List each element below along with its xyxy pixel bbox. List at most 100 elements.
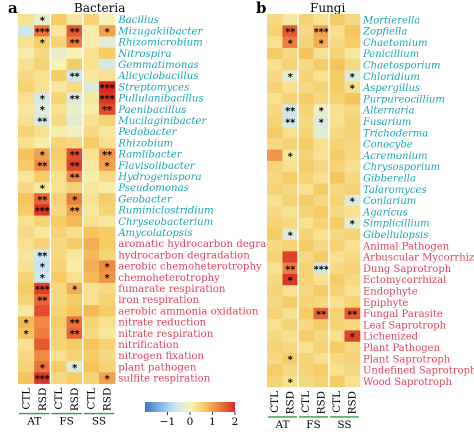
row-label: Epiphyte (363, 298, 408, 309)
row-label: Penicillium (362, 49, 419, 60)
heatmap-cell (82, 305, 100, 317)
row-label: Chrysosporium (363, 162, 440, 173)
column-label: CTL (300, 391, 312, 413)
heatmap-cell (18, 126, 35, 138)
heatmap-cell (66, 182, 84, 194)
panel-letter: a (8, 0, 18, 17)
row-label: Nitrospira (117, 49, 171, 60)
heatmap-cell (34, 58, 51, 71)
row-label: nitrification (118, 340, 179, 351)
heatmap-cell (344, 262, 361, 275)
heatmap-cell (313, 273, 330, 286)
significance-mark: ** (37, 251, 47, 262)
heatmap-cell (18, 137, 35, 149)
heatmap-cell (66, 215, 84, 228)
significance-mark: ** (37, 116, 47, 127)
row-label: Purpureocillium (362, 94, 445, 105)
heatmap-cell (313, 364, 330, 376)
heatmap-cell (99, 81, 116, 93)
group-label: SS (337, 419, 351, 431)
heatmap-cell (298, 138, 314, 150)
heatmap-cell (329, 104, 345, 116)
column-label: CTL (53, 388, 65, 410)
heatmap-cell (282, 104, 299, 116)
heatmap-cell (66, 137, 84, 149)
significance-mark: * (288, 72, 293, 83)
column-label: RSD (69, 388, 81, 412)
heatmap-cell (50, 294, 67, 306)
heatmap-cell (329, 217, 345, 229)
heatmap-cell (282, 59, 299, 71)
heatmap-cell (344, 138, 361, 150)
heatmap-cell (267, 14, 283, 26)
heatmap-cell (99, 350, 116, 362)
heatmap-cell (344, 36, 361, 49)
heatmap-cell (298, 262, 314, 275)
heatmap-cell (82, 81, 100, 93)
panel-title: Fungi (310, 1, 345, 15)
row-label: plant pathogen (118, 362, 197, 373)
heatmap-cell (329, 127, 345, 139)
row-label: fumarate respiration (118, 284, 226, 295)
heatmap-cell (267, 160, 283, 173)
heatmap-cell (50, 238, 67, 250)
heatmap-cell (298, 127, 314, 139)
heatmap-cell (50, 305, 67, 317)
significance-mark: ** (70, 206, 80, 217)
heatmap-cell (282, 127, 299, 139)
significance-mark: ** (102, 150, 112, 161)
heatmap-cell (313, 138, 330, 150)
significance-mark: *** (35, 206, 50, 217)
heatmap-cell (99, 170, 116, 183)
significance-mark: ** (70, 72, 80, 83)
heatmap-cell (50, 14, 67, 26)
heatmap-cell (18, 327, 35, 340)
heatmap-cell (298, 70, 314, 83)
heatmap-cell (34, 249, 51, 261)
heatmap-cell (282, 138, 299, 150)
heatmap-cell (66, 159, 84, 172)
heatmap-cell (34, 215, 51, 228)
heatmap-cell (34, 226, 51, 239)
heatmap-cell (82, 215, 100, 228)
heatmap-cell (282, 25, 299, 37)
heatmap-cell (66, 148, 84, 160)
heatmap-cell (82, 361, 100, 373)
row-label: Lichenized (363, 332, 419, 343)
heatmap-cell (50, 58, 67, 71)
row-label: Gemmatimonas (118, 60, 199, 71)
heatmap-cell (298, 14, 314, 26)
heatmap-cell (298, 59, 314, 71)
heatmap-cell (267, 296, 283, 309)
significance-mark: * (350, 219, 355, 230)
heatmap-cell (313, 115, 330, 128)
heatmap-cell (50, 260, 67, 272)
heatmap-cell (344, 375, 361, 388)
row-label: Zopfiella (362, 27, 407, 38)
heatmap-cell (82, 238, 100, 250)
significance-mark: * (40, 363, 45, 374)
heatmap-cell (82, 170, 100, 183)
heatmap-cell (344, 353, 361, 365)
heatmap-cell (298, 319, 314, 331)
heatmap-cell (282, 81, 299, 94)
row-label: Plant Saprotroph (363, 354, 451, 365)
heatmap-cell (99, 361, 116, 373)
heatmap-cell (99, 260, 116, 272)
heatmap-cell (282, 115, 299, 128)
heatmap-cell (50, 182, 67, 194)
heatmap-cell (282, 194, 299, 207)
significance-mark: ** (102, 105, 112, 116)
heatmap-cell (82, 36, 100, 48)
row-label: nitrogen fixation (118, 351, 204, 362)
significance-mark: * (105, 161, 110, 172)
heatmap-cell (298, 206, 314, 218)
heatmap-cell (66, 58, 84, 71)
heatmap-cell (329, 330, 345, 342)
heatmap-cell (34, 294, 51, 306)
significance-mark: ** (70, 150, 80, 161)
heatmap-cell (18, 25, 35, 37)
column-label: CTL (269, 391, 281, 413)
heatmap-cell (344, 172, 361, 184)
heatmap-cell (99, 36, 116, 48)
